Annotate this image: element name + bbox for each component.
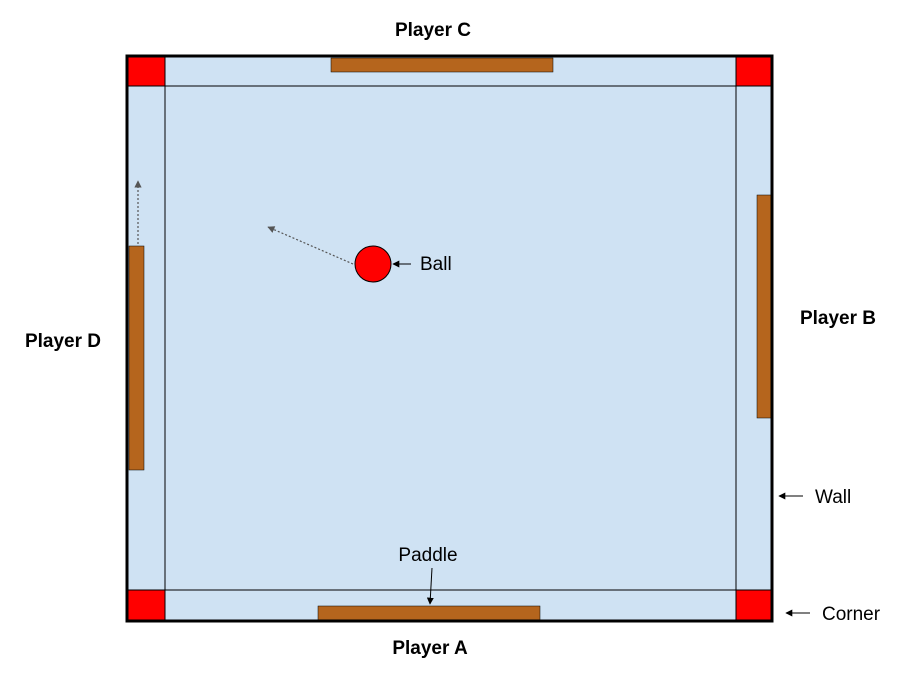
paddle-player-b (756, 194, 772, 419)
corner-top-left (126, 55, 166, 87)
corner-bottom-left (126, 589, 166, 622)
ball (354, 245, 392, 283)
playing-field (127, 56, 772, 621)
paddle-player-d (128, 245, 145, 471)
outer-wall (125, 54, 774, 623)
wall-label: Wall (815, 487, 851, 508)
player-a-label: Player A (392, 638, 468, 659)
ball-motion-arrow (267, 226, 354, 265)
paddle-player-c (330, 57, 554, 73)
player-d-label: Player D (25, 331, 101, 352)
paddle-player-a (317, 605, 541, 621)
player-b-label: Player B (800, 308, 876, 329)
corner-top-right (735, 55, 773, 87)
paddle-label: Paddle (398, 545, 457, 566)
corner-bottom-right (735, 589, 773, 622)
ball-label: Ball (420, 254, 452, 275)
corner-label: Corner (822, 604, 881, 625)
paddle-pointer-arrow (426, 567, 434, 605)
player-c-label: Player C (395, 20, 471, 41)
